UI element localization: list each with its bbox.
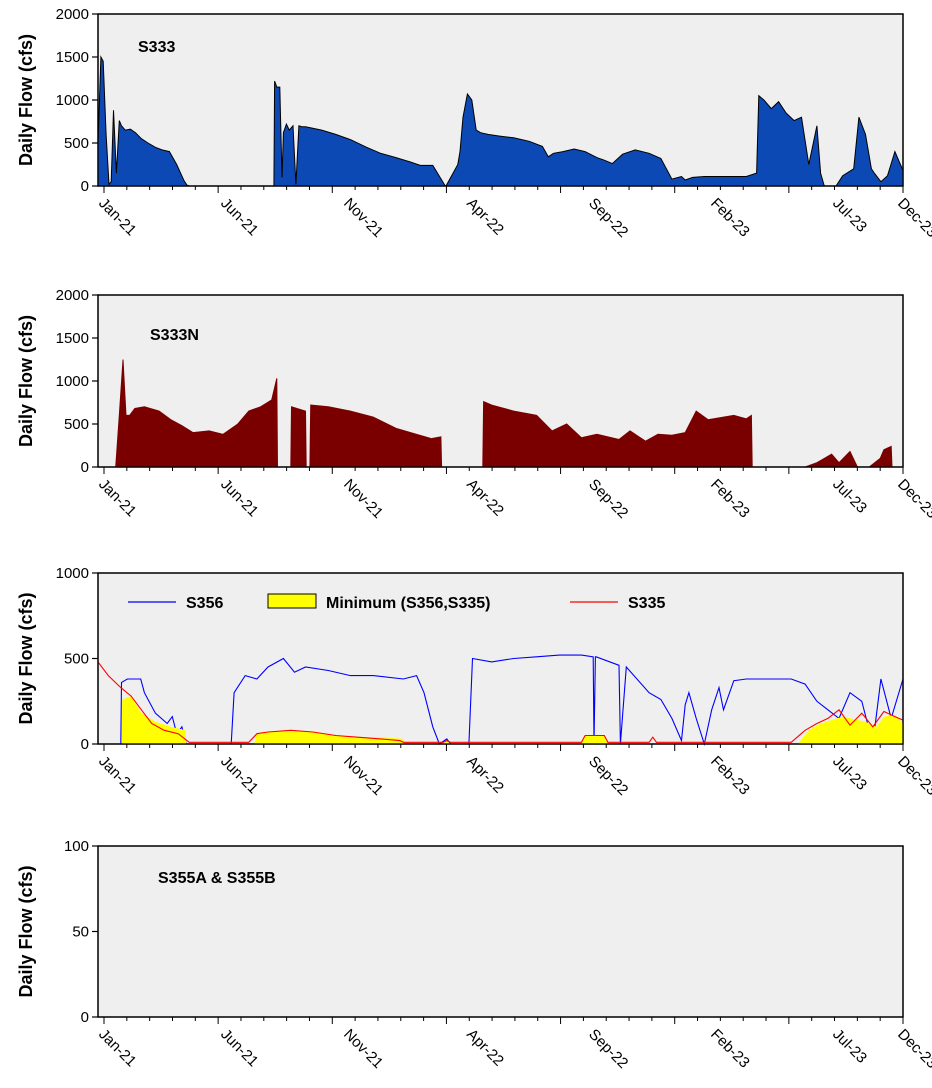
x-tick-label: Feb-23: [707, 195, 753, 241]
x-tick-label: Jan-21: [95, 753, 139, 797]
y-tick-label: 100: [64, 838, 89, 855]
x-tick-label: Sep-22: [585, 1026, 631, 1072]
y-tick-label: 50: [72, 924, 89, 941]
x-tick-label: Nov-21: [340, 195, 386, 241]
x-tick-label: Apr-22: [463, 753, 507, 797]
series-area-2: [98, 359, 903, 467]
x-tick-label: Nov-21: [340, 476, 386, 522]
legend-swatch-minimum: [267, 593, 317, 609]
plot-area: [97, 845, 904, 1018]
panel-title: S355A & S355B: [158, 870, 276, 887]
series-line-s335: [97, 661, 904, 743]
x-tick-label: Feb-23: [707, 476, 753, 522]
y-tick-label: 500: [64, 135, 89, 152]
series-outline: [98, 359, 903, 468]
x-tick-label: Nov-21: [340, 753, 386, 799]
y-tick-label: 500: [64, 416, 89, 433]
y-tick-label: 1000: [56, 565, 89, 582]
x-tick-label: Jan-21: [95, 1026, 139, 1070]
y-tick-label: 0: [81, 178, 89, 195]
x-tick-label: Feb-23: [707, 753, 753, 799]
x-tick-label: Sep-22: [585, 195, 631, 241]
legend: S356 Minimum (S356,S335) S335: [128, 593, 665, 612]
y-tick-label: 1500: [56, 330, 89, 347]
x-tick-label: Jun-21: [217, 1026, 261, 1070]
x-tick-label: Jul-23: [829, 195, 870, 236]
series-area-minimum-s356-s335-: [98, 696, 903, 744]
panel-3: 0 500 1000 Jan-21 Jun-21 Nov-21 Apr-22 Sep-22 Fe…: [16, 565, 932, 799]
x-tick-label: Dec-23: [894, 1026, 932, 1072]
x-tick-label: Apr-22: [463, 1026, 507, 1070]
x-tick-label: Jul-23: [829, 1026, 870, 1067]
y-axis-label: Daily Flow (cfs): [16, 34, 36, 166]
series-area-1: [98, 57, 903, 186]
legend-label: Minimum (S356,S335): [326, 595, 491, 612]
y-tick-label: 1000: [56, 92, 89, 109]
x-tick-label: Apr-22: [463, 195, 507, 239]
x-tick-label: Dec-23: [894, 753, 932, 799]
y-axis-label: Daily Flow (cfs): [16, 865, 36, 997]
x-tick-label: Dec-23: [894, 476, 932, 522]
y-tick-label: 1500: [56, 49, 89, 66]
y-tick-label: 1000: [56, 373, 89, 390]
y-tick-label: 2000: [56, 287, 89, 304]
x-tick-label: Sep-22: [585, 476, 631, 522]
x-tick-label: Jul-23: [829, 476, 870, 517]
y-tick-label: 500: [64, 651, 89, 668]
panel-1: 0 500 1000 1500 2000 Jan-21 Jun-21 Nov-21 Apr-22…: [16, 6, 932, 241]
panel-4: 0 50 100 Jan-21 Jun-21 Nov-21 Apr-22 Sep-22 Feb-…: [16, 838, 932, 1072]
panel-title: S333: [138, 39, 175, 56]
x-tick-label: Nov-21: [340, 1026, 386, 1072]
plot-area: [97, 572, 904, 745]
y-tick-label: 2000: [56, 6, 89, 23]
x-tick-label: Jun-21: [217, 753, 261, 797]
panel-2: 0 500 1000 1500 2000 Jan-21 Jun-21 Nov-21 Apr-22…: [16, 287, 932, 522]
legend-label: S335: [628, 595, 665, 612]
x-tick-label: Dec-23: [894, 195, 932, 241]
x-tick-label: Jun-21: [217, 195, 261, 239]
y-axis-label: Daily Flow (cfs): [16, 592, 36, 724]
x-tick-label: Jan-21: [95, 195, 139, 239]
y-tick-label: 0: [81, 1009, 89, 1026]
x-tick-label: Jul-23: [829, 753, 870, 794]
y-tick-label: 0: [81, 736, 89, 753]
x-tick-label: Apr-22: [463, 476, 507, 520]
panel-title: S333N: [150, 327, 199, 344]
series-outline: [97, 55, 904, 187]
legend-label: S356: [186, 595, 223, 612]
y-axis-label: Daily Flow (cfs): [16, 315, 36, 447]
x-tick-label: Sep-22: [585, 753, 631, 799]
x-tick-label: Jun-21: [217, 476, 261, 520]
y-tick-label: 0: [81, 459, 89, 476]
x-tick-label: Feb-23: [707, 1026, 753, 1072]
x-tick-label: Jan-21: [95, 476, 139, 520]
